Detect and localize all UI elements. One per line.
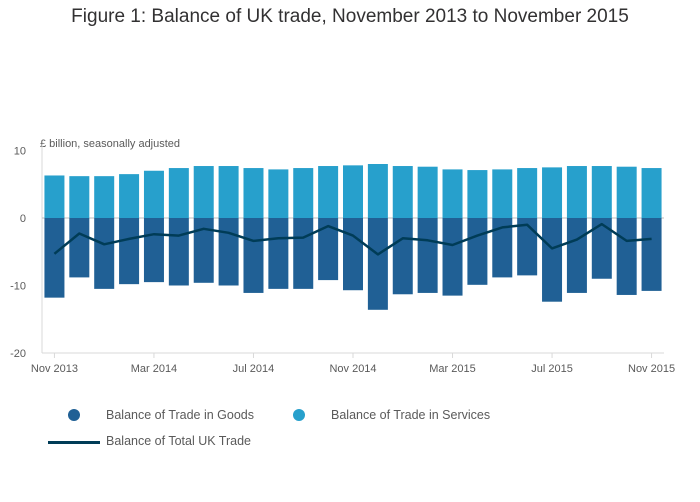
legend-goods-label: Balance of Trade in Goods [106,408,255,422]
x-tick-label: Nov 2015 [628,363,675,375]
services-bar [492,169,513,218]
goods-bar [318,218,339,281]
services-bar [143,170,164,218]
legend-goods[interactable]: Balance of Trade in Goods [65,408,305,424]
axes: 10 0 -10 -20 Nov 2013 Mar 2014 Jul 2014 Nov 201… [10,144,675,375]
y-tick-label: -10 [10,281,26,293]
goods-bar [367,218,388,310]
chart-title: Figure 1: Balance of UK trade, November … [71,6,629,27]
services-bar [268,169,289,218]
legend-services-dot [293,409,305,421]
goods-bar [392,218,413,295]
services-bar [69,176,90,218]
goods-bar [641,218,662,291]
legend-services-label: Balance of Trade in Services [331,408,491,422]
x-tick-label: Mar 2014 [131,363,177,375]
goods-bar [492,218,513,278]
services-bar [442,169,463,218]
total-trade-series-line [53,222,652,256]
services-bar [591,166,612,218]
services-bar [467,170,488,218]
x-tick-label: Mar 2015 [429,363,475,375]
services-bar [44,175,65,218]
services-bar [343,165,363,218]
goods-bar [218,218,239,286]
y-axis-label: £ billion, seasonally adjusted [40,138,180,150]
services-bar [367,164,388,218]
goods-bar [542,218,563,302]
goods-bar [268,218,289,289]
goods-bar [467,218,488,285]
goods-bar [143,218,164,283]
services-bar [94,176,115,218]
goods-bar [343,218,363,291]
goods-bar [591,218,612,279]
goods-bar [168,218,189,286]
x-tick-label: Nov 2014 [329,363,376,375]
services-bar [566,166,587,218]
x-tick-label: Nov 2013 [31,363,78,375]
chart-area: £ billion, seasonally adjusted 10 0 -10 -20… [10,138,675,375]
y-tick-label: 0 [20,213,26,225]
y-tick-label: -20 [10,348,26,360]
services-bar [243,168,264,218]
goods-bar [193,218,214,283]
services-bar [641,168,662,218]
goods-bar [616,218,637,295]
goods-bar [293,218,314,289]
services-bar [392,166,413,218]
goods-bar [243,218,264,293]
services-bar [318,166,339,218]
y-tick-label: 10 [14,146,26,158]
total-line [53,222,652,256]
services-bar [417,166,438,218]
goods-bar [566,218,587,293]
x-tick-label: Jul 2014 [233,363,275,375]
x-tick-label: Jul 2015 [531,363,573,375]
services-bar [517,168,538,218]
goods-bar [119,218,140,285]
services-bar [168,168,189,218]
services-bar [542,167,563,218]
services-bar [218,166,239,218]
goods-bar [44,218,65,298]
legend-total[interactable]: Balance of Total UK Trade [48,434,308,450]
goods-bar [442,218,463,296]
goods-bar [94,218,115,289]
bars [44,164,662,310]
legend-total-label: Balance of Total UK Trade [106,434,251,448]
services-bar [119,174,140,218]
services-bar [193,166,214,218]
goods-bar [417,218,438,293]
services-bar [293,168,314,218]
goods-bar [517,218,538,276]
legend-total-line [48,441,100,444]
services-bar [616,166,637,218]
legend-services[interactable]: Balance of Trade in Services [290,408,530,424]
legend-goods-dot [68,409,80,421]
goods-bar [69,218,90,278]
